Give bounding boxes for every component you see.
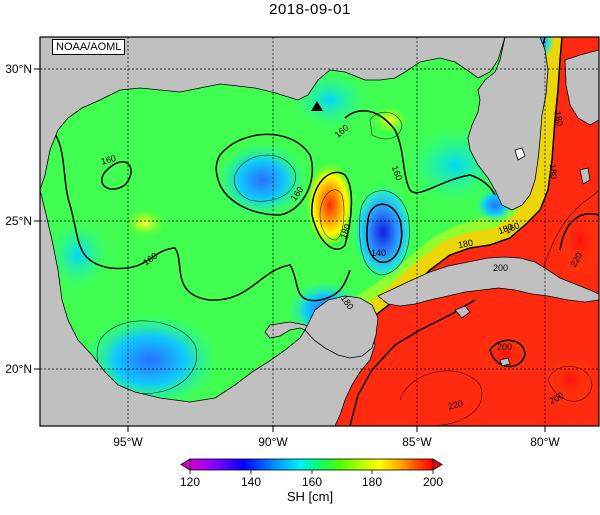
caribbean-warm-field [330,37,599,426]
contour-label: 180 [457,238,474,250]
minor-contour-4 [319,189,345,241]
andros [579,167,591,185]
western-warm-spot [125,209,165,237]
minor-contour-2 [233,154,296,202]
lat-label-20: 20°N [5,362,32,376]
north-yellow-spot [372,106,408,134]
loop-current-band [320,37,562,426]
contour-160-loop-b [215,133,314,216]
contour-label: 180 [548,164,559,180]
colorbar-gradient [189,458,434,471]
contour-140-eddy [366,203,403,263]
axis-ticks [34,68,546,432]
lon-label-90: 90°W [258,435,288,449]
lat-label-25: 25°N [5,214,32,228]
contour-label: 200 [497,342,512,352]
cuba [377,256,599,307]
caribbean-core-2 [544,356,596,404]
warm-eddy [306,163,354,247]
cbar-label-120: 120 [180,475,200,489]
contour-label: 180 [552,110,564,127]
colorbar: 120 140 160 180 200 [180,458,443,489]
contour-label: 220 [447,398,464,412]
map-frame [39,36,600,427]
contour-label: 180 [338,222,353,240]
contour-160-loop-a [101,161,132,190]
us-gulf-coast [40,37,506,191]
cbar-label-180: 180 [362,475,382,489]
land [40,37,599,426]
contour-label: 160 [390,164,405,182]
yucatan [304,295,379,359]
contour-160-west [40,119,351,302]
minor-contour-5 [399,370,483,426]
isle-of-youth [454,305,471,319]
lon-label-85: 85°W [402,435,432,449]
graticule [40,37,599,426]
colorbar-max-arrow [432,458,443,471]
colorbar-min-arrow [180,458,191,471]
minor-contour-3 [359,190,410,276]
contour-label: 180 [497,222,515,237]
contour-200-loop [489,339,526,368]
mexico-coast [40,189,376,426]
minor-contours [96,112,599,426]
map-title: 2018-09-01 [269,1,351,18]
contour-label: 140 [371,248,386,258]
contour-180-eddy [311,171,353,250]
west-shelf-cyan [46,219,110,291]
atlantic-core [558,200,599,280]
credit-label: NOAA/AOML [52,39,126,55]
contour-200-east [559,213,599,251]
contour-200-south [349,299,476,426]
lat-label-30: 30°N [5,62,32,76]
contour-160-north [344,110,496,196]
minor-contour-6 [547,365,593,402]
cbar-label-160: 160 [302,475,322,489]
minor-contour-7 [539,189,599,281]
cayman [499,357,511,367]
cbar-label-200: 200 [423,475,443,489]
lake-okeechobee [514,147,526,161]
contour-label: 200 [493,263,508,273]
lon-label-80: 80°W [530,435,560,449]
contour-label: 160 [100,153,117,167]
colorbar-unit-label: SH [cm] [286,489,334,504]
map-plot-area: 160 160 160 160 160 180 140 180 180 180 … [40,37,599,426]
lon-label-95: 95°W [113,435,143,449]
central-cold-eddy [353,184,413,280]
western-cold-blob [216,142,308,218]
buoy-triangle-marker [311,101,323,111]
cbar-label-140: 140 [241,475,261,489]
